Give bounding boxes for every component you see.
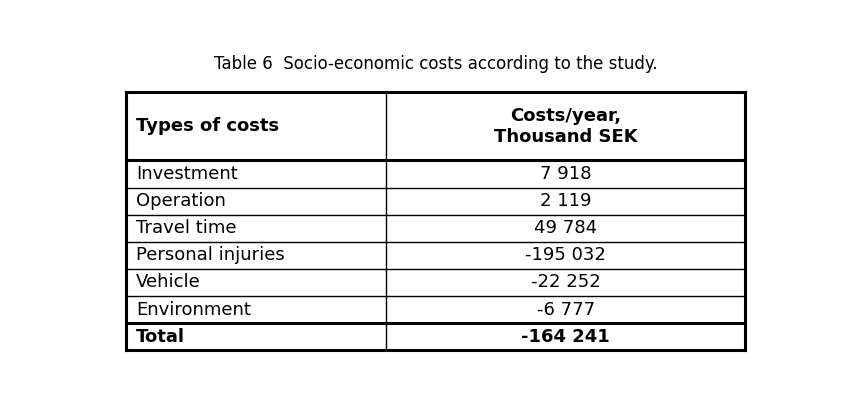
Text: 7 918: 7 918 bbox=[540, 165, 592, 183]
Text: Personal injuries: Personal injuries bbox=[136, 246, 285, 264]
Text: Table 6  Socio-economic costs according to the study.: Table 6 Socio-economic costs according t… bbox=[214, 55, 657, 73]
Text: -6 777: -6 777 bbox=[536, 301, 595, 319]
Text: Operation: Operation bbox=[136, 192, 226, 210]
Text: 49 784: 49 784 bbox=[534, 219, 598, 237]
Text: Costs/year,
Thousand SEK: Costs/year, Thousand SEK bbox=[494, 107, 638, 146]
Text: Vehicle: Vehicle bbox=[136, 274, 201, 291]
Text: Types of costs: Types of costs bbox=[136, 117, 279, 135]
Text: -22 252: -22 252 bbox=[530, 274, 601, 291]
Text: -164 241: -164 241 bbox=[521, 328, 610, 346]
Text: Travel time: Travel time bbox=[136, 219, 236, 237]
Text: -195 032: -195 032 bbox=[525, 246, 606, 264]
Text: Investment: Investment bbox=[136, 165, 238, 183]
Text: 2 119: 2 119 bbox=[540, 192, 592, 210]
Text: Total: Total bbox=[136, 328, 185, 346]
Text: Environment: Environment bbox=[136, 301, 251, 319]
